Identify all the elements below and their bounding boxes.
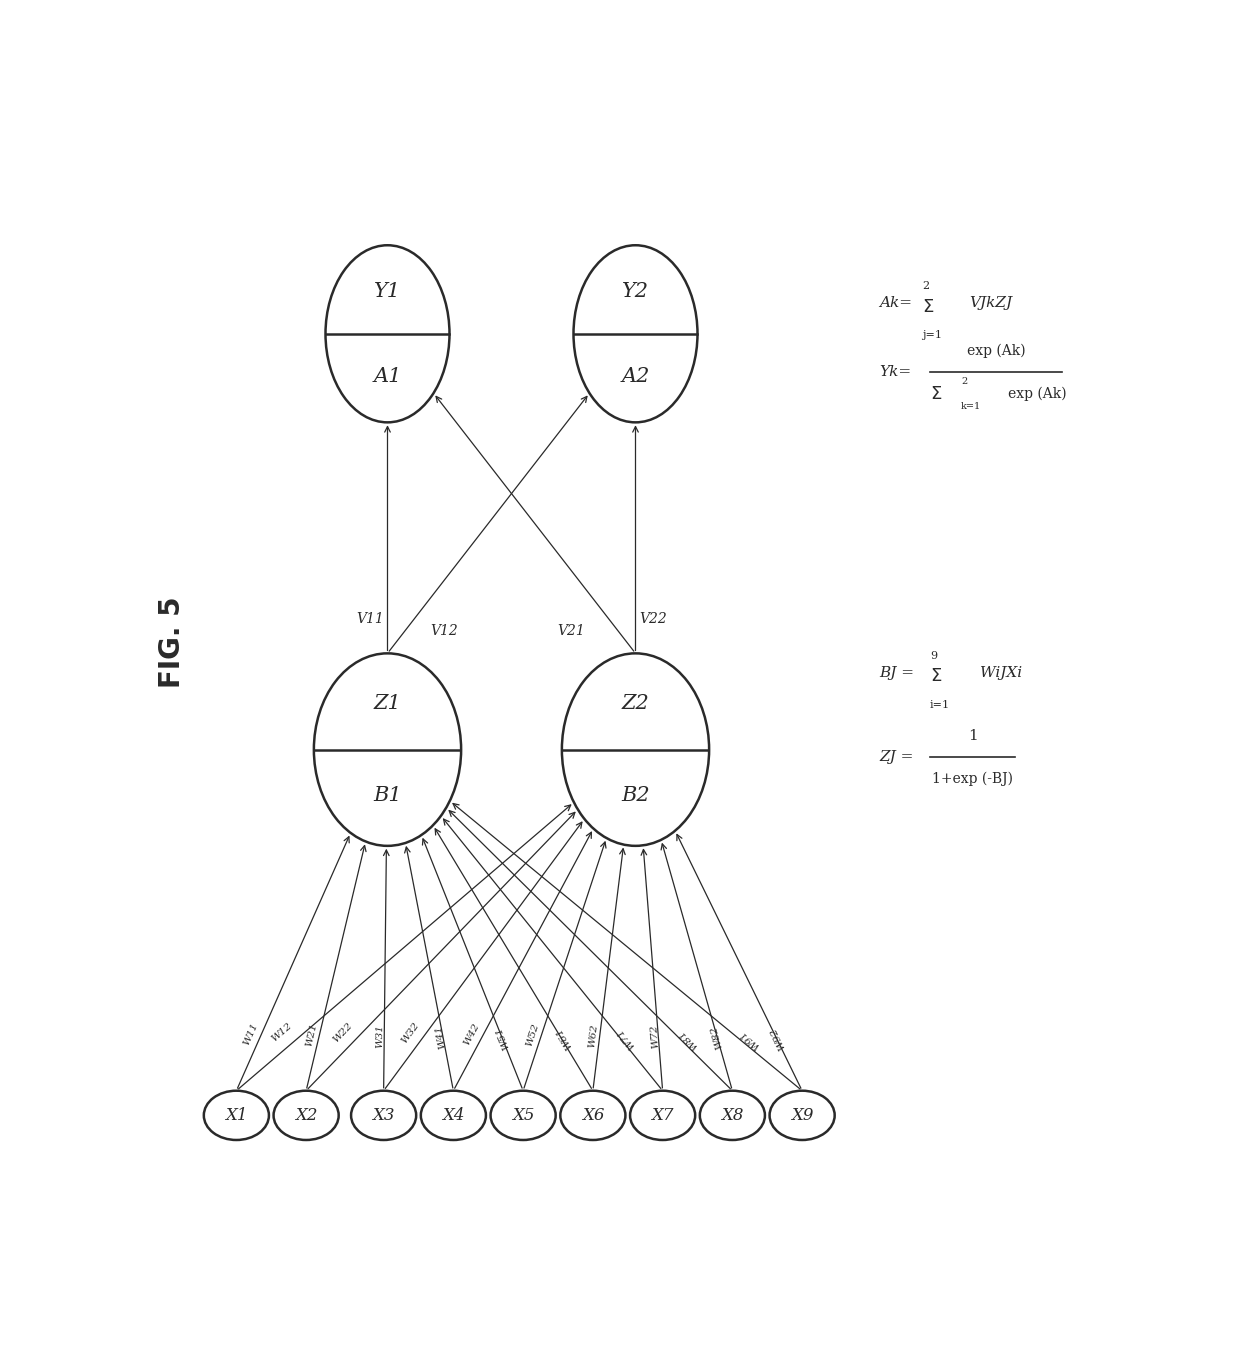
- Text: Y1: Y1: [374, 282, 401, 301]
- Text: W92: W92: [769, 1025, 787, 1051]
- Text: 9: 9: [930, 651, 937, 662]
- Text: X4: X4: [443, 1107, 465, 1123]
- Text: W42: W42: [461, 1021, 481, 1047]
- Text: V22: V22: [640, 612, 667, 626]
- Text: ZJ =: ZJ =: [879, 751, 914, 764]
- Text: 1+exp (-BJ): 1+exp (-BJ): [932, 771, 1013, 786]
- Text: exp (Ak): exp (Ak): [966, 344, 1025, 358]
- Text: 2: 2: [961, 377, 967, 386]
- Text: B1: B1: [373, 786, 402, 806]
- Text: Ak=: Ak=: [879, 296, 913, 310]
- Text: FIG. 5: FIG. 5: [157, 596, 186, 688]
- Text: V11: V11: [356, 612, 383, 626]
- Text: Y2: Y2: [622, 282, 649, 301]
- Text: W52: W52: [525, 1022, 541, 1047]
- Text: $\Sigma$: $\Sigma$: [923, 297, 935, 316]
- Text: A1: A1: [373, 367, 402, 386]
- Text: W41: W41: [434, 1025, 448, 1049]
- Text: W72: W72: [650, 1023, 661, 1048]
- Text: Z1: Z1: [373, 693, 402, 712]
- Text: W11: W11: [242, 1022, 259, 1047]
- Text: X6: X6: [582, 1107, 604, 1123]
- Text: W21: W21: [304, 1022, 319, 1048]
- Text: B2: B2: [621, 786, 650, 806]
- Text: W51: W51: [494, 1025, 511, 1051]
- Text: VJkZJ: VJkZJ: [968, 296, 1012, 310]
- Text: W81: W81: [676, 1028, 699, 1051]
- Text: V12: V12: [430, 623, 458, 638]
- Text: X5: X5: [512, 1107, 534, 1123]
- Text: j=1: j=1: [923, 330, 942, 340]
- Text: Z2: Z2: [621, 693, 650, 712]
- Text: W71: W71: [615, 1026, 637, 1051]
- Text: exp (Ak): exp (Ak): [1007, 386, 1066, 401]
- Text: k=1: k=1: [961, 401, 981, 411]
- Text: W61: W61: [554, 1026, 574, 1051]
- Text: V21: V21: [557, 623, 585, 638]
- Text: BJ =: BJ =: [879, 666, 915, 680]
- Text: X9: X9: [791, 1107, 813, 1123]
- Text: A2: A2: [621, 367, 650, 386]
- Text: WiJXi: WiJXi: [981, 666, 1023, 680]
- Text: Yk=: Yk=: [879, 366, 911, 379]
- Text: X8: X8: [722, 1107, 744, 1123]
- Text: W22: W22: [331, 1021, 353, 1044]
- Text: i=1: i=1: [930, 700, 950, 710]
- Text: $\Sigma$: $\Sigma$: [930, 667, 942, 685]
- Text: $\Sigma$: $\Sigma$: [930, 385, 942, 403]
- Text: W31: W31: [374, 1023, 384, 1048]
- Text: X3: X3: [372, 1107, 394, 1123]
- Text: 1: 1: [967, 729, 977, 743]
- Text: 2: 2: [923, 281, 929, 292]
- Text: W91: W91: [738, 1029, 761, 1051]
- Text: X1: X1: [226, 1107, 248, 1123]
- Text: W62: W62: [588, 1023, 599, 1048]
- Text: W82: W82: [709, 1025, 724, 1049]
- Text: X2: X2: [295, 1107, 317, 1123]
- Text: X7: X7: [651, 1107, 673, 1123]
- Text: W12: W12: [269, 1021, 294, 1044]
- Text: W32: W32: [399, 1021, 420, 1045]
